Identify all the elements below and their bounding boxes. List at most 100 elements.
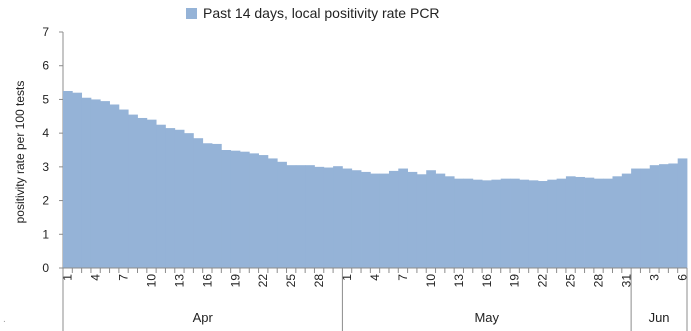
legend-swatch (186, 7, 197, 19)
area-column (267, 158, 278, 268)
y-axis-label: positivity rate per 100 tests (13, 80, 27, 224)
area-column (202, 143, 213, 268)
area-series (63, 91, 688, 269)
area-column (584, 177, 595, 268)
area-column (677, 158, 688, 268)
area-column (398, 168, 408, 268)
area-column (156, 124, 166, 269)
area-column (603, 178, 613, 268)
x-tick-label: 13 (452, 274, 466, 288)
area-column (537, 181, 548, 268)
area-column (137, 117, 148, 268)
x-tick-label: 22 (536, 274, 550, 288)
area-column (370, 173, 381, 268)
y-tick-label: 3 (42, 160, 49, 174)
y-tick-label: 4 (42, 126, 49, 140)
area-column (407, 171, 418, 268)
area-column (500, 178, 511, 268)
area-column (454, 178, 464, 268)
x-tick-label: 10 (424, 274, 438, 288)
x-tick-label: 13 (172, 274, 186, 288)
x-tick-label: 6 (675, 274, 689, 281)
area-column (230, 150, 241, 268)
area-column (90, 99, 101, 269)
area-column (388, 170, 399, 268)
area-column (444, 176, 455, 268)
area-column (81, 97, 92, 269)
x-tick-label: 16 (480, 274, 494, 288)
area-column (118, 109, 129, 268)
x-tick-label: 4 (368, 274, 382, 281)
x-tick-label: 1 (61, 274, 75, 281)
area-column (565, 176, 576, 268)
x-tick-label: 28 (312, 274, 326, 288)
area-column (146, 119, 157, 268)
area-column (165, 128, 176, 268)
area-column (63, 91, 73, 268)
y-tick-label: 5 (42, 92, 49, 106)
x-tick-label: 22 (256, 274, 270, 288)
area-column (109, 104, 120, 269)
x-tick-label: 10 (144, 274, 158, 288)
area-column (286, 165, 297, 268)
area-column (100, 101, 110, 268)
area-column (221, 150, 232, 268)
area-column (295, 165, 306, 268)
area-column (184, 133, 194, 268)
area-column (379, 173, 390, 268)
y-tick-label: 0 (42, 261, 49, 275)
area-column (649, 165, 660, 268)
area-column (491, 179, 502, 268)
x-axis: 1 4 7 10 13 16 19 22 25 28 1 4 7 10 13 16 19 22 25 28 31 3 6 Ap… (61, 267, 689, 331)
area-column (249, 153, 259, 268)
legend-label: Past 14 days, local positivity rate PCR (203, 5, 440, 21)
area-column (510, 178, 520, 268)
area-column (314, 166, 325, 268)
area-column (593, 178, 604, 268)
x-tick-label: 19 (508, 274, 522, 288)
month-label: Jun (649, 310, 670, 325)
month-label: May (474, 310, 499, 325)
area-column (239, 151, 250, 268)
area-column (416, 174, 427, 268)
area-column (72, 92, 83, 268)
y-axis: 0 1 2 3 4 5 6 7 (42, 25, 64, 275)
x-tick-label: 16 (200, 274, 214, 288)
x-tick-label: 19 (228, 274, 242, 288)
area-column (547, 179, 558, 268)
y-tick-label: 7 (42, 25, 49, 39)
area-column (640, 168, 651, 268)
area-column (528, 180, 539, 268)
area-column (668, 163, 679, 268)
area-column (463, 178, 474, 268)
area-column (659, 164, 669, 268)
y-tick-label: 6 (42, 59, 49, 73)
area-column (258, 155, 269, 268)
x-tick-label: 7 (396, 274, 410, 281)
area-column (128, 114, 138, 268)
x-tick-label: 3 (647, 274, 661, 281)
month-label: Apr (193, 310, 214, 325)
area-column (342, 168, 353, 268)
area-column (174, 129, 185, 268)
area-column (193, 138, 204, 268)
legend: Past 14 days, local positivity rate PCR (186, 5, 440, 21)
area-column (277, 161, 287, 268)
x-tick-label: 31 (619, 274, 633, 288)
x-tick-label: 4 (89, 274, 103, 281)
area-column (519, 179, 530, 268)
area-column (621, 173, 632, 268)
area-column (305, 165, 315, 268)
area-column (426, 170, 436, 268)
area-column (435, 173, 446, 268)
area-column (351, 170, 362, 268)
area-column (575, 176, 585, 268)
stray-mark: . (3, 314, 6, 325)
x-tick-label: 25 (284, 274, 298, 288)
y-tick-label: 1 (42, 227, 49, 241)
area-column (482, 180, 492, 268)
x-tick-label: 25 (564, 274, 578, 288)
area-column (556, 178, 567, 268)
area-column (631, 168, 641, 268)
